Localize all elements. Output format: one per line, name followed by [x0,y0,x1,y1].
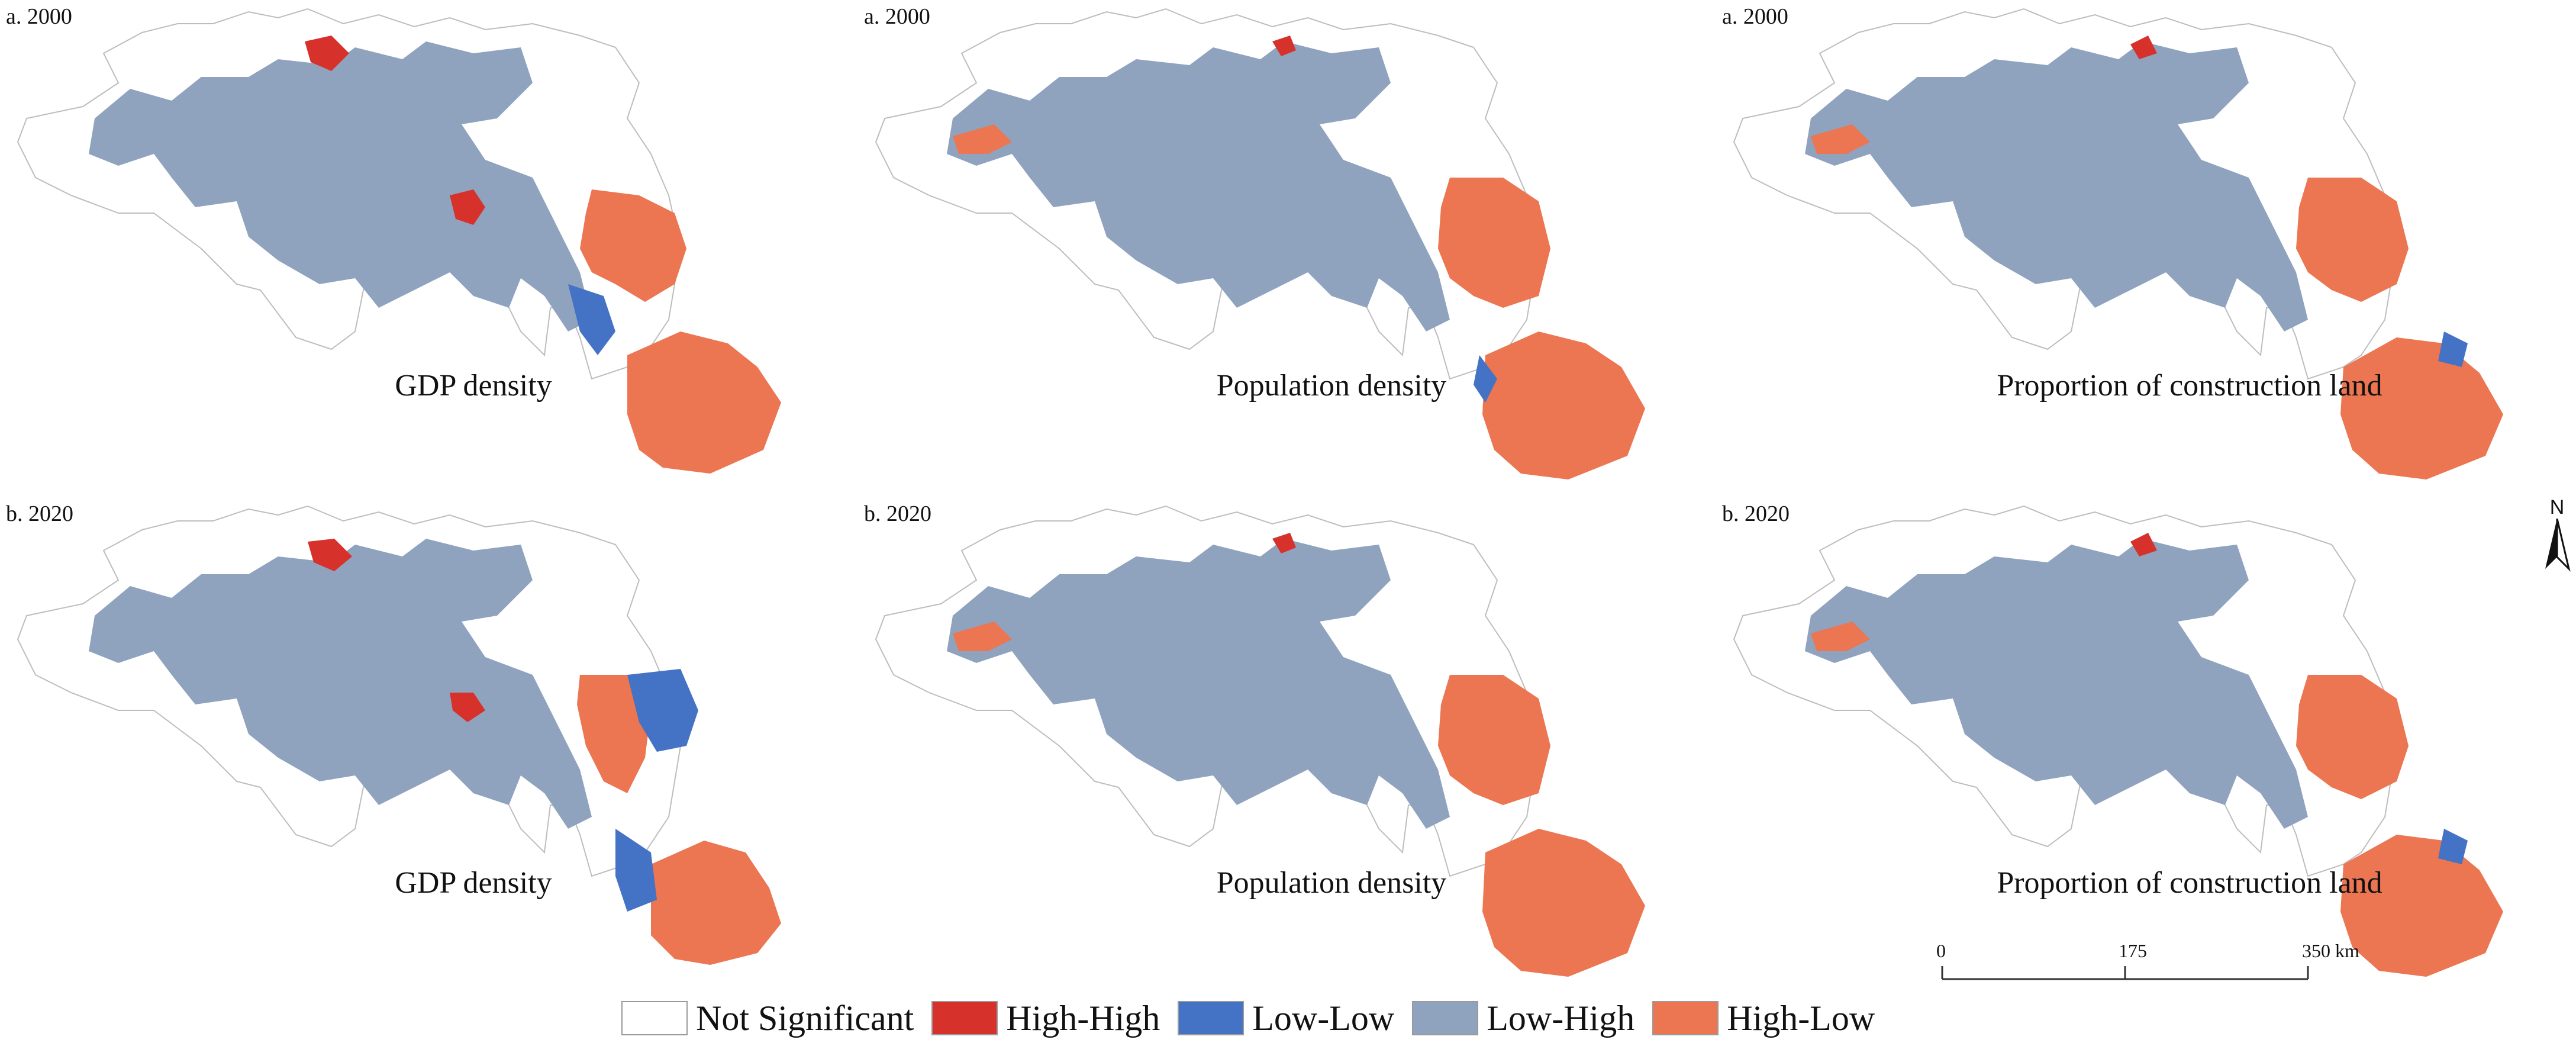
north-letter: N [2549,496,2565,519]
map-panel: b. 2020 GDP density [0,497,852,989]
legend: Not Significant High-High Low-Low Low-Hi… [621,994,1892,1042]
panel-year-label: b. 2020 [1722,501,1790,526]
region-high-low [2296,178,2409,302]
region-high-low-south [1482,331,1645,479]
region-low-low [2438,331,2468,367]
region-high-high [1272,36,1296,56]
panel-variable-label: Proportion of construction land [1997,369,2382,403]
legend-item-low-low: Low-Low [1178,998,1394,1039]
panel-year-label: a. 2000 [864,4,930,29]
panel-variable-label: Population density [1216,369,1447,403]
region-high-high-north [305,36,349,71]
scale-tick-0: 0 [1936,940,1946,961]
scale-tick-350: 350 km [2302,940,2359,961]
panel-variable-label: GDP density [395,369,552,403]
scale-bar: 0 175 350 km [1936,940,2359,987]
map-panel: a. 2000 Proportion of construction land [1716,0,2568,491]
map-panel: a. 2000 GDP density [0,0,852,491]
scale-bar-graphic [1941,966,2309,980]
region-high-low-west [1811,622,1870,651]
legend-item-not-significant: Not Significant [621,998,914,1039]
region-low-low [568,284,615,355]
region-high-high [1272,533,1296,553]
legend-label: High-Low [1727,998,1875,1038]
map-graphic [17,505,781,965]
region-low-high [1805,41,2308,331]
region-high-high [2130,533,2157,556]
region-high-low-west [953,124,1012,154]
region-high-low-south [2340,835,2503,977]
legend-label: Low-High [1487,998,1635,1038]
region-low-high [89,539,592,829]
region-low-high [947,41,1450,331]
legend-swatch [1652,1001,1719,1035]
region-low-high [89,41,592,331]
region-high-low-south [627,331,781,474]
region-high-low-south [1482,829,1645,977]
region-high-low [1438,675,1550,805]
region-high-high [450,693,485,722]
panel-variable-label: Proportion of construction land [1997,866,2382,900]
region-high-low-west [1811,124,1870,154]
legend-swatch [1412,1001,1479,1035]
legend-label: High-High [1006,998,1160,1038]
map-graphic [1733,8,2503,479]
map-panel: b. 2020 Population density [858,497,1710,989]
panel-year-label: a. 2000 [6,4,72,29]
region-low-low-south [615,829,657,912]
region-high-low-south [2340,337,2503,479]
region-low-low [627,669,698,752]
legend-item-low-high: Low-High [1412,998,1634,1039]
legend-label: Not Significant [696,998,914,1038]
region-high-low [580,189,686,302]
legend-swatch [1178,1001,1245,1035]
legend-swatch [621,1001,688,1035]
region-high-high-north [308,539,352,571]
region-low-low [1474,355,1497,403]
map-graphic [1733,505,2503,977]
panel-year-label: a. 2000 [1722,4,1788,29]
panel-variable-label: Population density [1216,866,1447,900]
map-graphic [875,505,1645,977]
map-graphic [17,8,781,474]
panel-variable-label: GDP density [395,866,552,900]
region-high-high [450,189,485,225]
region-high-low [2296,675,2409,799]
legend-item-high-low: High-Low [1652,998,1875,1039]
north-arrow: N [2542,496,2572,573]
map-graphic [875,8,1645,479]
legend-swatch [931,1001,998,1035]
map-panel: a. 2000 Population density [858,0,1710,491]
panel-year-label: b. 2020 [6,501,73,526]
region-high-high [2130,36,2157,59]
region-low-low [2438,829,2468,864]
panel-year-label: b. 2020 [864,501,931,526]
region-high-low-south [651,841,781,965]
north-arrow-icon [2545,519,2571,572]
region-low-high [1805,539,2308,829]
region-high-low [1438,178,1550,308]
region-high-low-west [953,622,1012,651]
legend-item-high-high: High-High [931,998,1160,1039]
legend-label: Low-Low [1252,998,1395,1038]
scale-tick-175: 175 [2119,940,2147,961]
region-low-high [947,539,1450,829]
map-panel: b. 2020 Proportion of construction land [1716,497,2568,989]
region-high-low [577,675,651,793]
